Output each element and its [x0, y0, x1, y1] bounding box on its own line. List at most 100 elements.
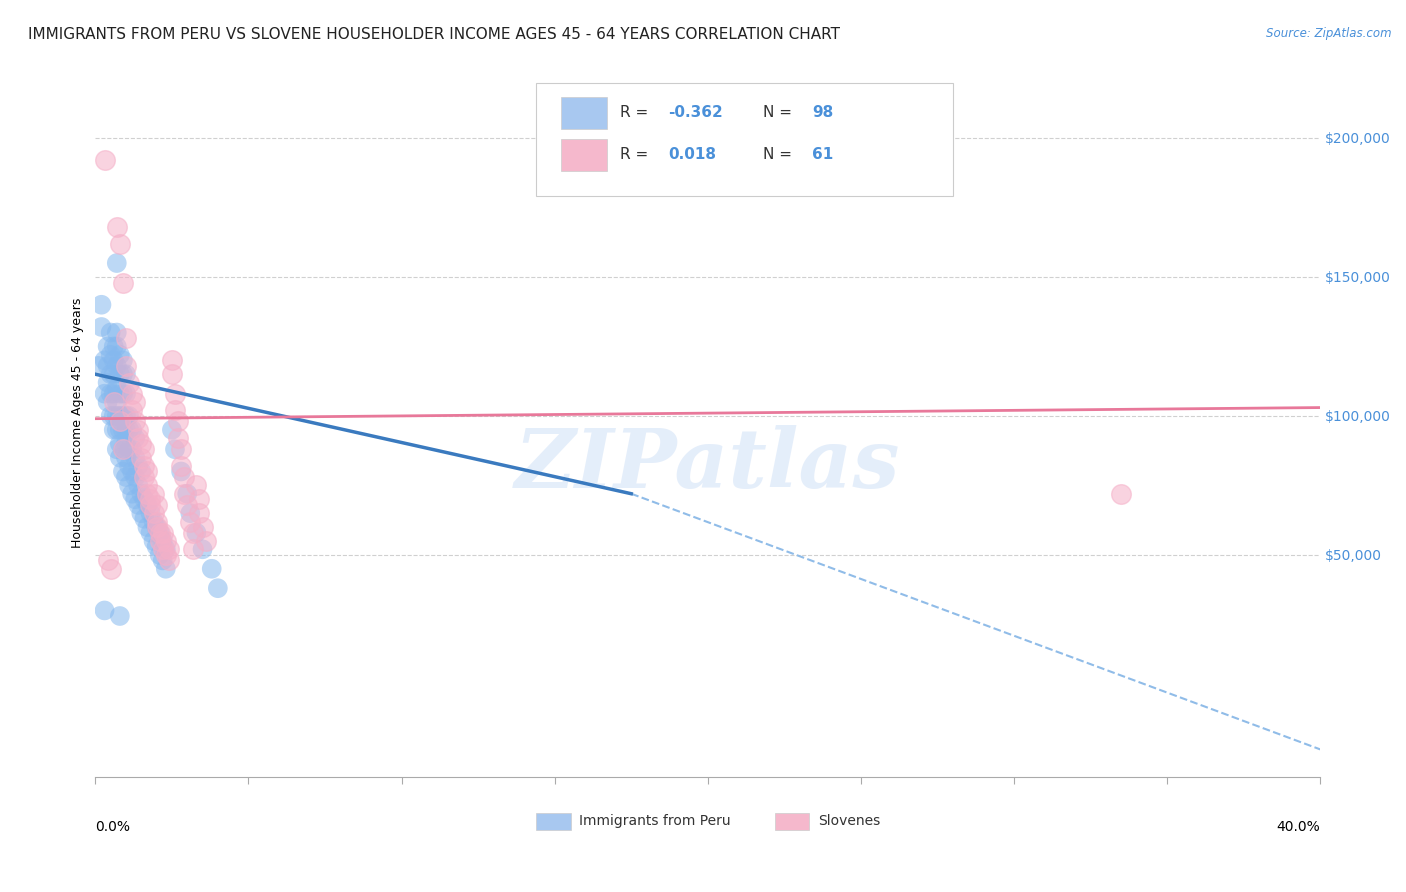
Point: [87, 359, 110, 373]
Text: N =: N =: [763, 147, 797, 162]
Point: [115, 450, 138, 465]
Point: [93, 153, 115, 168]
Point: [93, 386, 115, 401]
Point: [108, 450, 131, 465]
Point: [129, 486, 152, 500]
FancyBboxPatch shape: [561, 97, 607, 128]
Text: 61: 61: [811, 147, 834, 162]
Point: [108, 368, 131, 382]
Point: [124, 492, 146, 507]
Point: [127, 478, 149, 492]
Point: [136, 465, 159, 479]
Text: 0.0%: 0.0%: [96, 820, 131, 834]
Point: [183, 525, 205, 540]
Point: [152, 533, 174, 548]
Point: [90, 320, 112, 334]
Point: [103, 395, 125, 409]
Point: [103, 409, 125, 423]
Point: [149, 525, 172, 540]
Point: [115, 423, 138, 437]
Point: [111, 368, 134, 382]
Point: [207, 581, 229, 595]
Point: [100, 409, 122, 423]
Point: [173, 486, 195, 500]
Point: [149, 533, 172, 548]
Point: [191, 542, 214, 557]
Point: [115, 368, 138, 382]
Point: [129, 436, 152, 450]
Point: [155, 533, 177, 548]
Point: [139, 506, 162, 520]
Point: [145, 515, 167, 529]
Point: [136, 498, 159, 512]
Point: [170, 458, 193, 473]
Point: [183, 542, 205, 557]
Point: [97, 339, 120, 353]
Point: [108, 409, 131, 423]
Point: [201, 562, 224, 576]
Point: [108, 609, 131, 624]
Text: R =: R =: [620, 105, 652, 120]
Point: [115, 409, 138, 423]
Point: [97, 376, 120, 390]
Point: [108, 348, 131, 362]
Point: [142, 506, 165, 520]
Text: 0.018: 0.018: [669, 147, 717, 162]
Point: [145, 498, 167, 512]
Point: [145, 540, 167, 554]
Point: [186, 525, 208, 540]
Point: [139, 525, 162, 540]
Point: [1109, 486, 1132, 500]
Point: [160, 368, 183, 382]
Point: [115, 331, 138, 345]
Text: ZIPatlas: ZIPatlas: [515, 425, 901, 506]
Point: [139, 492, 162, 507]
Point: [100, 348, 122, 362]
Point: [160, 423, 183, 437]
Point: [115, 470, 138, 484]
Point: [152, 525, 174, 540]
Point: [129, 465, 152, 479]
FancyBboxPatch shape: [536, 813, 571, 830]
Point: [111, 442, 134, 457]
Point: [97, 395, 120, 409]
Point: [129, 506, 152, 520]
Point: [129, 450, 152, 465]
Point: [111, 423, 134, 437]
Point: [100, 368, 122, 382]
Point: [136, 520, 159, 534]
Point: [163, 403, 186, 417]
Point: [111, 276, 134, 290]
Point: [97, 553, 120, 567]
Point: [179, 515, 201, 529]
Point: [167, 414, 190, 428]
Point: [105, 423, 128, 437]
Point: [111, 442, 134, 457]
Point: [149, 548, 172, 562]
Point: [105, 381, 128, 395]
Point: [134, 442, 156, 457]
Point: [118, 442, 141, 457]
Point: [188, 506, 211, 520]
Point: [127, 423, 149, 437]
Text: R =: R =: [620, 147, 652, 162]
Text: 98: 98: [811, 105, 834, 120]
Point: [142, 515, 165, 529]
Point: [100, 326, 122, 340]
FancyBboxPatch shape: [561, 139, 607, 171]
Point: [134, 458, 156, 473]
Point: [105, 219, 128, 234]
Point: [170, 442, 193, 457]
Point: [186, 478, 208, 492]
Point: [136, 478, 159, 492]
Point: [152, 542, 174, 557]
Point: [105, 256, 128, 270]
Text: -0.362: -0.362: [669, 105, 723, 120]
Point: [108, 436, 131, 450]
Point: [176, 498, 198, 512]
Point: [118, 423, 141, 437]
Text: Slovenes: Slovenes: [818, 814, 880, 828]
Point: [127, 431, 149, 445]
Point: [142, 533, 165, 548]
Text: Source: ZipAtlas.com: Source: ZipAtlas.com: [1267, 27, 1392, 40]
